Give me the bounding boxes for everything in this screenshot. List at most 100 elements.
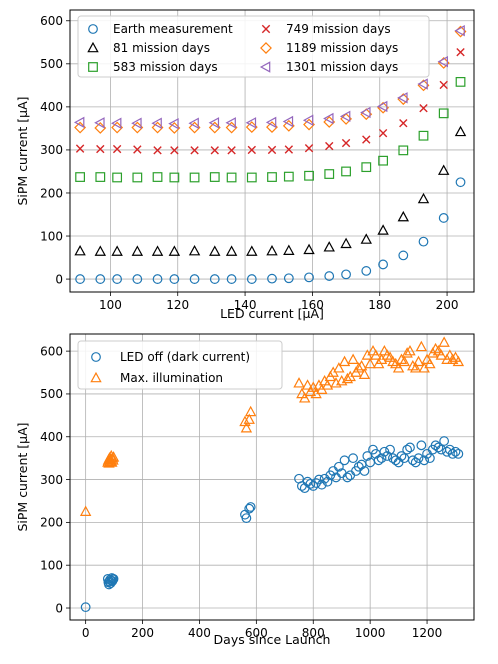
earth-measurement-point — [75, 274, 85, 284]
1301-mission-days-point — [339, 110, 351, 123]
bottom-chart-frame — [69, 333, 475, 621]
y-tick-label: 500 — [40, 57, 63, 71]
legend-label-led-off: LED off (dark current) — [120, 350, 250, 364]
583-mission-days-point — [283, 171, 294, 182]
led-off-dark-current-point — [241, 513, 252, 524]
81-mission-days-point — [397, 210, 410, 222]
749-mission-days-point — [133, 145, 142, 154]
earth-measurement-point — [283, 273, 294, 284]
583-mission-days-point — [438, 108, 449, 119]
max-illumination-point — [429, 342, 442, 354]
max-illumination-legend-symbol — [90, 371, 102, 383]
1301-mission-days-point — [245, 117, 257, 129]
81-mission-days-point — [417, 192, 430, 204]
x-tick-label: 120 — [166, 298, 189, 312]
y-tick-label: 200 — [40, 516, 63, 530]
legend-label-max-illumination: Max. illumination — [120, 371, 223, 385]
max-illumination-point — [301, 379, 314, 390]
led-off-dark-current-point — [402, 444, 413, 455]
earth-measurement-point — [95, 274, 106, 284]
legend-label-81-mission-days: 81 mission days — [113, 41, 210, 55]
81-mission-days-point — [266, 244, 278, 256]
1301-mission-days-point — [454, 24, 465, 37]
749-mission-days-point — [170, 146, 179, 155]
max-illumination-point — [321, 379, 334, 390]
81-mission-days-point — [131, 245, 144, 256]
bottom-chart-ticks: 0 200 400 600 800 1000 1200 0 100 200 300 400 500 600 — [40, 344, 442, 640]
81-mission-days-point — [377, 224, 389, 235]
583-mission-days-point — [398, 145, 409, 156]
81-mission-days-point — [168, 245, 181, 256]
max-illumination-point — [404, 344, 416, 356]
led-off-dark-current-point — [385, 444, 395, 455]
max-illumination-point — [338, 355, 351, 367]
y-tick-label: 300 — [40, 143, 63, 157]
top-chart-points — [73, 24, 467, 284]
1301-mission-days-legend-symbol — [259, 61, 271, 73]
led-off-dark-current-point — [376, 453, 387, 464]
max-illumination-point — [446, 353, 459, 364]
led-off-dark-current-point — [382, 451, 393, 461]
legend-label-1189-mission-days: 1189 mission days — [286, 41, 398, 55]
749-mission-days-point — [247, 145, 256, 155]
led-off-dark-current-point — [433, 442, 444, 453]
max-illumination-point — [299, 392, 311, 403]
bottom-chart-points — [79, 336, 465, 613]
583-mission-days-point — [226, 172, 237, 183]
749-mission-days-point — [304, 144, 314, 153]
1301-mission-days-point — [360, 106, 371, 119]
max-illumination-point — [364, 357, 376, 369]
x-tick-label: 140 — [234, 298, 257, 312]
583-mission-days-legend-symbol — [88, 62, 98, 72]
led-off-dark-current-point — [413, 453, 424, 464]
earth-measurement-point — [246, 274, 257, 284]
y-tick-label: 0 — [55, 272, 63, 286]
y-tick-label: 400 — [40, 100, 63, 114]
led-off-dark-current-point — [333, 461, 344, 472]
led-off-dark-current-point — [405, 442, 415, 453]
top-chart-frame — [69, 9, 475, 293]
749-mission-days-point — [456, 47, 465, 57]
x-tick-label: 100 — [99, 298, 122, 312]
legend-label-583-mission-days: 583 mission days — [113, 60, 218, 74]
top-chart-y-axis-label: SiPM current [μA] — [15, 96, 30, 205]
led-off-dark-current-point — [316, 479, 327, 490]
81-mission-days-legend-symbol — [87, 41, 99, 53]
max-illumination-point — [424, 357, 436, 369]
81-mission-days-point — [246, 245, 258, 256]
x-tick-label: 200 — [131, 626, 154, 640]
583-mission-days-point — [361, 162, 372, 173]
max-illumination-point — [395, 353, 408, 364]
max-illumination-point — [107, 451, 120, 462]
earth-measurement-point — [361, 266, 372, 276]
583-mission-days-point — [418, 130, 429, 141]
earth-measurement-point — [132, 274, 143, 284]
earth-measurement-point — [438, 213, 449, 223]
583-mission-days-point — [341, 166, 351, 177]
max-illumination-point — [412, 355, 425, 367]
bottom-chart-legend-box — [77, 340, 283, 390]
81-mission-days-point — [94, 245, 107, 256]
749-mission-days-point — [112, 144, 122, 154]
81-mission-days-point — [209, 245, 221, 256]
x-tick-label: 0 — [82, 626, 90, 640]
749-mission-days-point — [325, 141, 334, 151]
earth-measurement-point — [418, 236, 429, 247]
earth-measurement-point — [189, 274, 200, 284]
749-mission-days-point — [267, 145, 277, 155]
legend-marker-749-mission-days — [261, 24, 271, 34]
earth-measurement-point — [169, 274, 180, 284]
legend-marker-81-mission-days — [87, 41, 99, 53]
legend-label-749-mission-days: 749 mission days — [286, 22, 391, 36]
earth-measurement-point — [267, 273, 277, 284]
top-chart-legend-box — [77, 15, 430, 78]
749-mission-days-legend-symbol — [261, 24, 271, 34]
earth-measurement-point — [455, 177, 466, 188]
81-mission-days-point — [340, 237, 352, 249]
top-chart-x-axis-label: LED current [μA] — [220, 306, 324, 321]
max-illumination-point — [244, 405, 257, 417]
max-illumination-point — [243, 413, 255, 424]
x-tick-label: 180 — [368, 298, 391, 312]
